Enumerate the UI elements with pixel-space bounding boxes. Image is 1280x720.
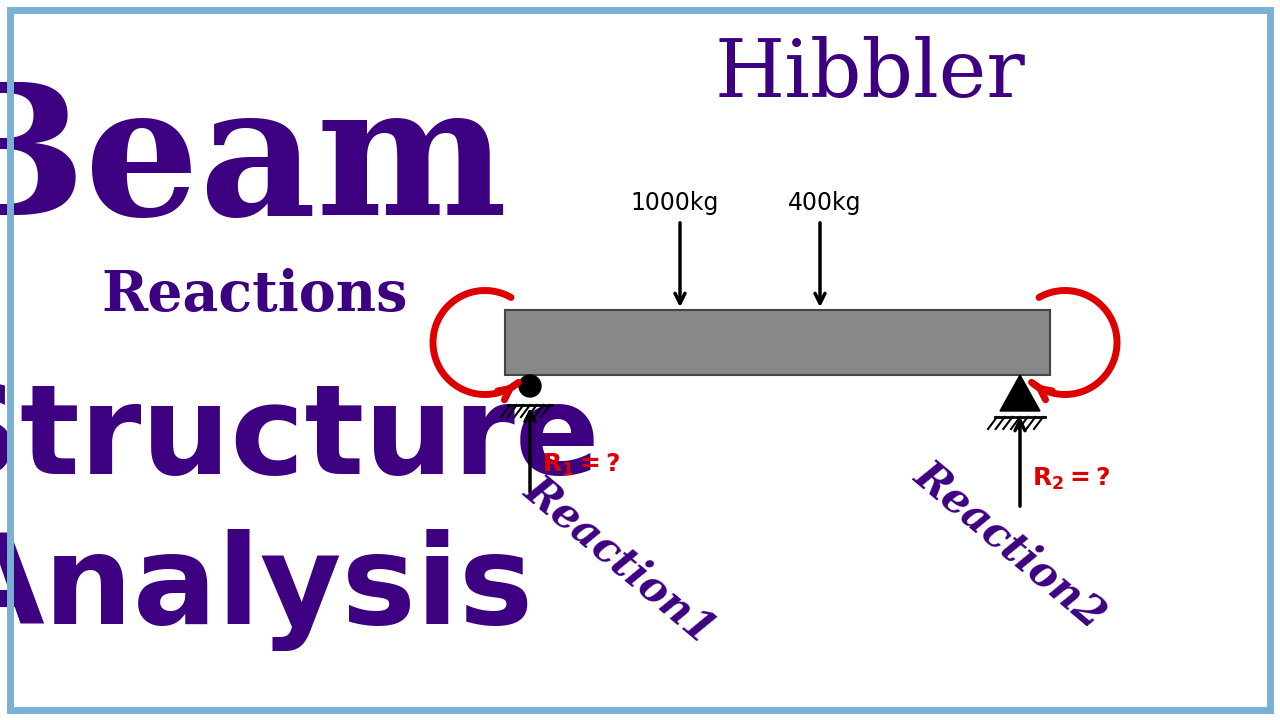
Text: Hibbler: Hibbler <box>714 36 1025 114</box>
Text: Beam: Beam <box>0 77 508 253</box>
Text: 1000kg: 1000kg <box>631 191 719 215</box>
Text: Reaction2: Reaction2 <box>906 453 1114 636</box>
Text: 400kg: 400kg <box>788 191 861 215</box>
Text: 1.5m: 1.5m <box>884 336 955 359</box>
Circle shape <box>518 375 541 397</box>
Polygon shape <box>1000 375 1039 411</box>
Text: Reactions: Reactions <box>102 268 408 323</box>
Text: $\mathbf{R_2=?}$: $\mathbf{R_2=?}$ <box>1032 466 1110 492</box>
Text: $\mathbf{R_1=?}$: $\mathbf{R_1=?}$ <box>541 452 620 478</box>
Text: Structure: Structure <box>0 379 600 500</box>
Bar <box>506 310 1050 375</box>
Text: 1.5m: 1.5m <box>714 336 785 359</box>
Text: Analysis: Analysis <box>0 529 532 651</box>
Text: 3m: 3m <box>584 336 627 359</box>
Text: Reaction1: Reaction1 <box>516 468 723 652</box>
